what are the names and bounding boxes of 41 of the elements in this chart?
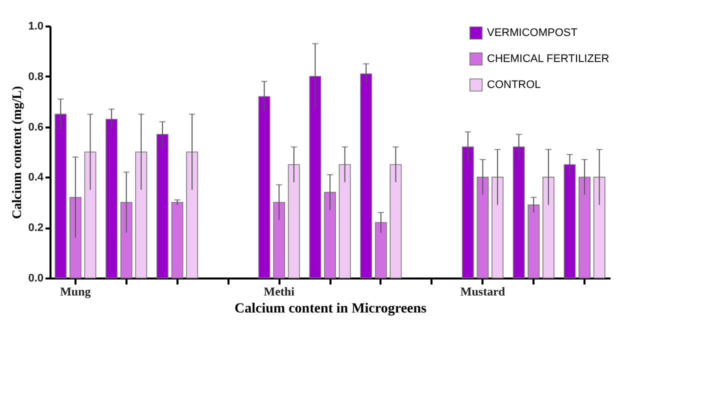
bar [54,114,67,278]
x-tick-label: Methi [264,284,296,298]
bar [258,96,270,278]
y-tick-label: 0.8 [28,70,44,83]
bar [492,176,504,278]
y-tick-label: 0.0 [28,272,44,284]
bar [324,192,336,278]
x-tick-label: Mung [60,284,91,298]
x-tick-label: Mustard [460,284,506,298]
bar [390,164,402,278]
bar [309,76,322,278]
bar [273,202,286,278]
y-tick-label: 0.4 [28,172,44,184]
bar [512,146,525,278]
bar [288,164,300,278]
bar [564,164,576,278]
bar [70,196,82,278]
y-tick-label: 0.2 [28,222,44,234]
x-axis-title: Calcium content in Microgreens [234,302,428,316]
bar [120,202,132,278]
legend-label: VERMICOMPOST [487,27,578,39]
bar [476,176,489,278]
bar [84,152,96,278]
bar [593,176,606,278]
bar [542,176,554,278]
y-axis-title: Calcium content (mg/L) [9,86,24,219]
legend-label: CHEMICAL FERTILIZER [487,53,610,65]
bar [106,118,118,278]
y-tick-label: 0.6 [28,121,44,134]
bar [171,202,184,278]
y-tick-label: 1.0 [28,20,44,32]
bar [135,152,148,278]
legend-label: CONTROL [487,79,541,91]
bar [156,134,168,278]
bar [528,204,540,278]
bar [338,164,351,278]
bar [360,73,372,278]
bar [186,152,198,278]
bar [578,176,590,278]
bar [374,222,387,278]
bar [462,146,474,278]
